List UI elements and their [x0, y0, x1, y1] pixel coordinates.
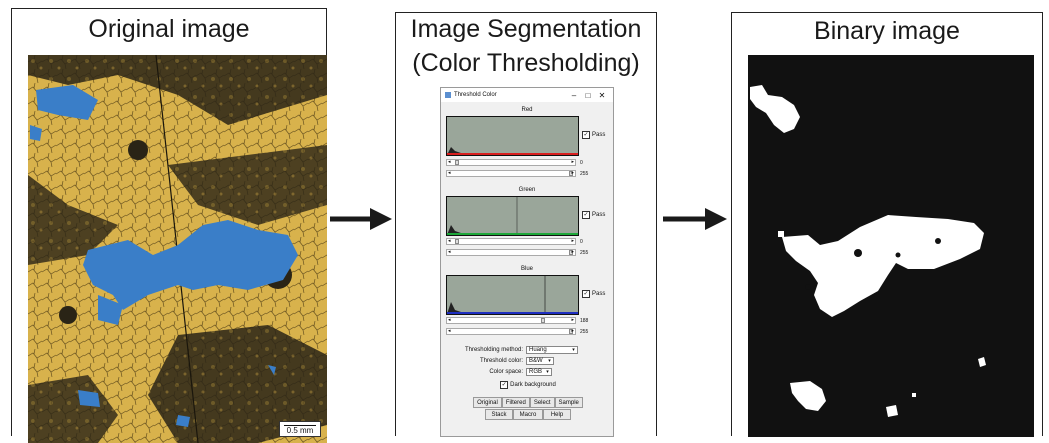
blue-max-thumb[interactable] [569, 329, 573, 334]
checkbox-icon: ✓ [582, 211, 590, 219]
color-space-value: RGB [529, 369, 543, 375]
green-min-slider[interactable]: ◂ ▸ [446, 238, 576, 245]
green-min-thumb[interactable] [455, 239, 459, 244]
blue-histogram [446, 275, 579, 315]
arrow-right-icon [330, 208, 392, 230]
red-max-thumb[interactable] [569, 171, 573, 176]
red-channel-label: Red [521, 107, 533, 113]
threshold-color-select[interactable]: B&W ▾ [526, 357, 554, 365]
blue-min-slider[interactable]: ◂ ▸ [446, 317, 576, 324]
green-max-value: 255 [580, 250, 589, 256]
help-button[interactable]: Help [543, 409, 571, 420]
button-row-2: Stack Macro Help [441, 409, 615, 420]
filtered-button[interactable]: Filtered [501, 397, 530, 408]
close-button[interactable]: ✕ [598, 90, 606, 100]
threshold-color-dialog: Threshold Color – □ ✕ Red ✓ Pass ◂ ▸ 0 ◂ ▸ … [440, 87, 614, 437]
maximize-button[interactable]: □ [585, 90, 591, 100]
threshold-dialog-icon [445, 92, 451, 98]
green-max-slider[interactable]: ◂ ▸ [446, 249, 576, 256]
checkbox-icon: ✓ [582, 290, 590, 298]
blue-max-value: 255 [580, 329, 589, 335]
original-title: Original image [88, 15, 250, 43]
blue-pass-label: Pass [592, 291, 606, 297]
macro-button[interactable]: Macro [513, 409, 543, 420]
blue-max-slider[interactable]: ◂ ▸ [446, 328, 576, 335]
chevron-down-icon: ▾ [572, 347, 575, 353]
binary-image [748, 55, 1034, 437]
threshold-color-label: Threshold color: [479, 358, 523, 364]
red-max-slider[interactable]: ◂ ▸ [446, 170, 576, 177]
red-min-slider[interactable]: ◂ ▸ [446, 159, 576, 166]
blue-min-value: 188 [580, 318, 589, 324]
green-channel-label: Green [518, 187, 536, 193]
thresholding-method-label: Thresholding method: [464, 347, 523, 353]
color-space-label: Color space: [489, 369, 523, 375]
checkbox-icon: ✓ [582, 131, 590, 139]
green-min-value: 0 [580, 239, 583, 245]
chevron-down-icon: ▾ [548, 358, 551, 364]
checkbox-icon: ✓ [500, 381, 509, 389]
green-max-thumb[interactable] [569, 250, 573, 255]
segmentation-panel: Image Segmentation (Color Thresholding) … [395, 12, 657, 437]
thresholding-method-row: Thresholding method: Huang ▾ [441, 346, 615, 354]
green-pass-checkbox[interactable]: ✓ Pass [582, 211, 605, 219]
red-histogram [446, 116, 579, 156]
dialog-titlebar: Threshold Color – □ ✕ [441, 88, 613, 102]
binary-panel: Binary image [731, 12, 1043, 437]
threshold-color-row: Threshold color: B&W ▾ [441, 357, 615, 365]
original-panel: Original image [11, 8, 327, 443]
stack-button[interactable]: Stack [485, 409, 513, 420]
dark-background-label: Dark background [510, 382, 556, 388]
chevron-down-icon: ▾ [546, 369, 549, 375]
blue-min-thumb[interactable] [541, 318, 545, 323]
thresholding-method-value: Huang [529, 347, 547, 353]
sample-button[interactable]: Sample [554, 397, 583, 408]
color-space-row: Color space: RGB ▾ [441, 368, 615, 376]
dialog-title: Threshold Color [454, 92, 497, 98]
original-button[interactable]: Original [473, 397, 502, 408]
blue-pass-checkbox[interactable]: ✓ Pass [582, 290, 605, 298]
thresholding-method-select[interactable]: Huang ▾ [526, 346, 578, 354]
segmentation-title-line1: Image Segmentation [410, 15, 642, 43]
dark-background-checkbox[interactable]: ✓ Dark background [441, 381, 615, 389]
red-pass-checkbox[interactable]: ✓ Pass [582, 131, 605, 139]
select-button[interactable]: Select [529, 397, 555, 408]
minimize-button[interactable]: – [571, 90, 577, 100]
color-space-select[interactable]: RGB ▾ [526, 368, 552, 376]
green-histogram [446, 196, 579, 236]
red-max-value: 255 [580, 171, 589, 177]
red-pass-label: Pass [592, 132, 606, 138]
red-min-value: 0 [580, 160, 583, 166]
threshold-color-value: B&W [529, 358, 543, 364]
red-min-thumb[interactable] [455, 160, 459, 165]
blue-channel-label: Blue [520, 266, 533, 272]
original-micrograph: 0.5 mm [28, 55, 327, 443]
button-row-1: Original Filtered Select Sample [441, 397, 615, 408]
scale-bar: 0.5 mm [279, 421, 321, 437]
segmentation-title-line2: (Color Thresholding) [412, 49, 640, 77]
green-pass-label: Pass [592, 212, 606, 218]
scale-bar-label: 0.5 mm [286, 426, 314, 435]
arrow-right-icon [663, 208, 727, 230]
binary-title: Binary image [814, 17, 960, 45]
